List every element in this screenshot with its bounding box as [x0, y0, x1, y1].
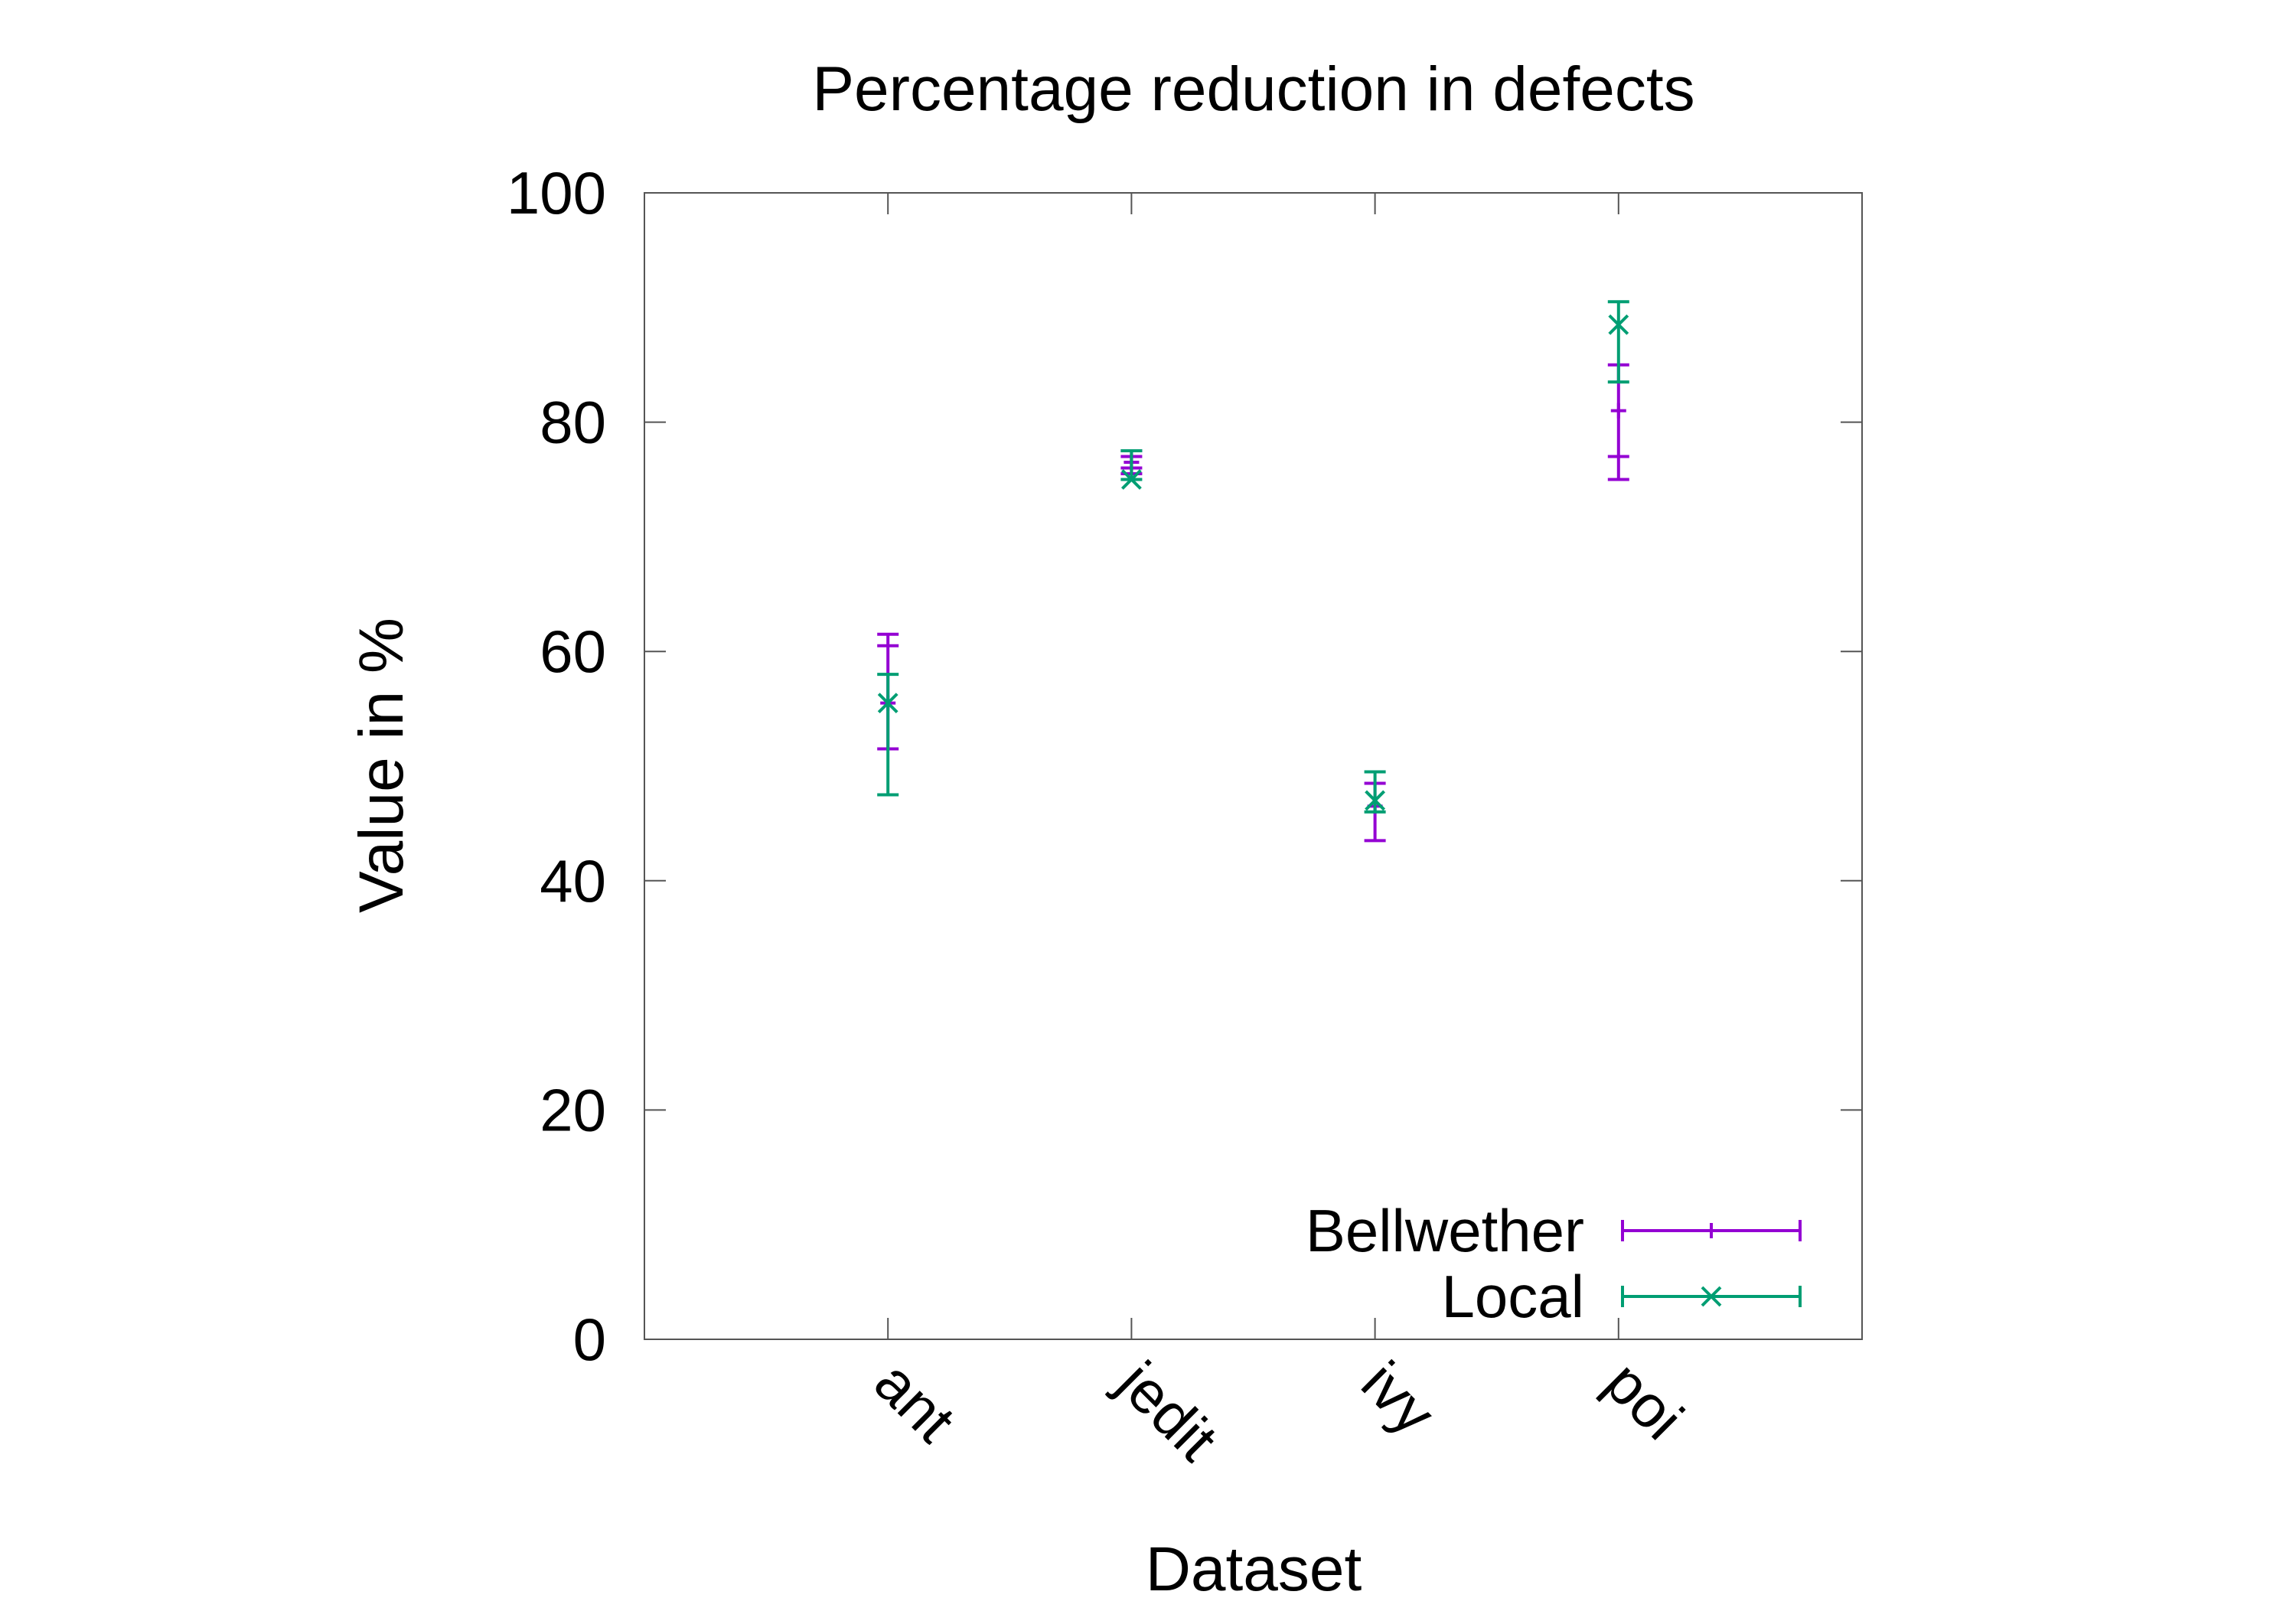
error-bar	[1607, 300, 1629, 384]
data-point	[1608, 314, 1629, 335]
y-axis-label: Value in %	[347, 618, 416, 913]
marker-stroke	[1365, 790, 1386, 811]
error-bar	[1607, 363, 1629, 481]
data-point	[1610, 403, 1626, 419]
legend-marker	[1701, 1286, 1722, 1307]
x-tick-label: ivy	[1349, 1348, 1449, 1448]
legend-marker	[1704, 1223, 1719, 1238]
marker-stroke	[877, 693, 899, 714]
chart-title: Percentage reduction in defects	[812, 54, 1694, 124]
error-bar	[1120, 449, 1143, 490]
y-tick-label: 0	[573, 1306, 606, 1373]
legend-label: Local	[1442, 1263, 1584, 1330]
y-axis: 0 20 40 60 80 100	[507, 159, 1862, 1373]
y-tick-label: 80	[540, 389, 606, 456]
y-tick-label: 20	[540, 1076, 606, 1143]
x-axis-label: Dataset	[1146, 1534, 1362, 1604]
legend-label: Bellwether	[1306, 1197, 1584, 1264]
legend-item-local: Local	[1442, 1263, 1802, 1330]
series-bellwether	[877, 363, 1629, 843]
data-point	[1120, 469, 1142, 490]
x-tick-label: ant	[862, 1348, 968, 1455]
y-tick-label: 60	[540, 618, 606, 685]
series-layer	[877, 300, 1629, 843]
series-local	[877, 300, 1629, 814]
error-bar	[877, 673, 899, 797]
marker-stroke	[1701, 1286, 1722, 1307]
plot-area	[644, 192, 1863, 1340]
y-tick-label: 40	[540, 847, 606, 915]
data-point	[877, 693, 899, 714]
marker-stroke	[1608, 314, 1629, 335]
y-tick-label: 100	[507, 159, 606, 227]
plot-border	[644, 192, 1863, 1340]
legend-item-bellwether: Bellwether	[1306, 1197, 1802, 1264]
data-point	[1365, 790, 1386, 811]
error-bar	[1364, 770, 1386, 814]
x-tick-label: poi	[1593, 1348, 1697, 1453]
marker-stroke	[1120, 469, 1142, 490]
x-tick-label: jedit	[1104, 1347, 1231, 1473]
